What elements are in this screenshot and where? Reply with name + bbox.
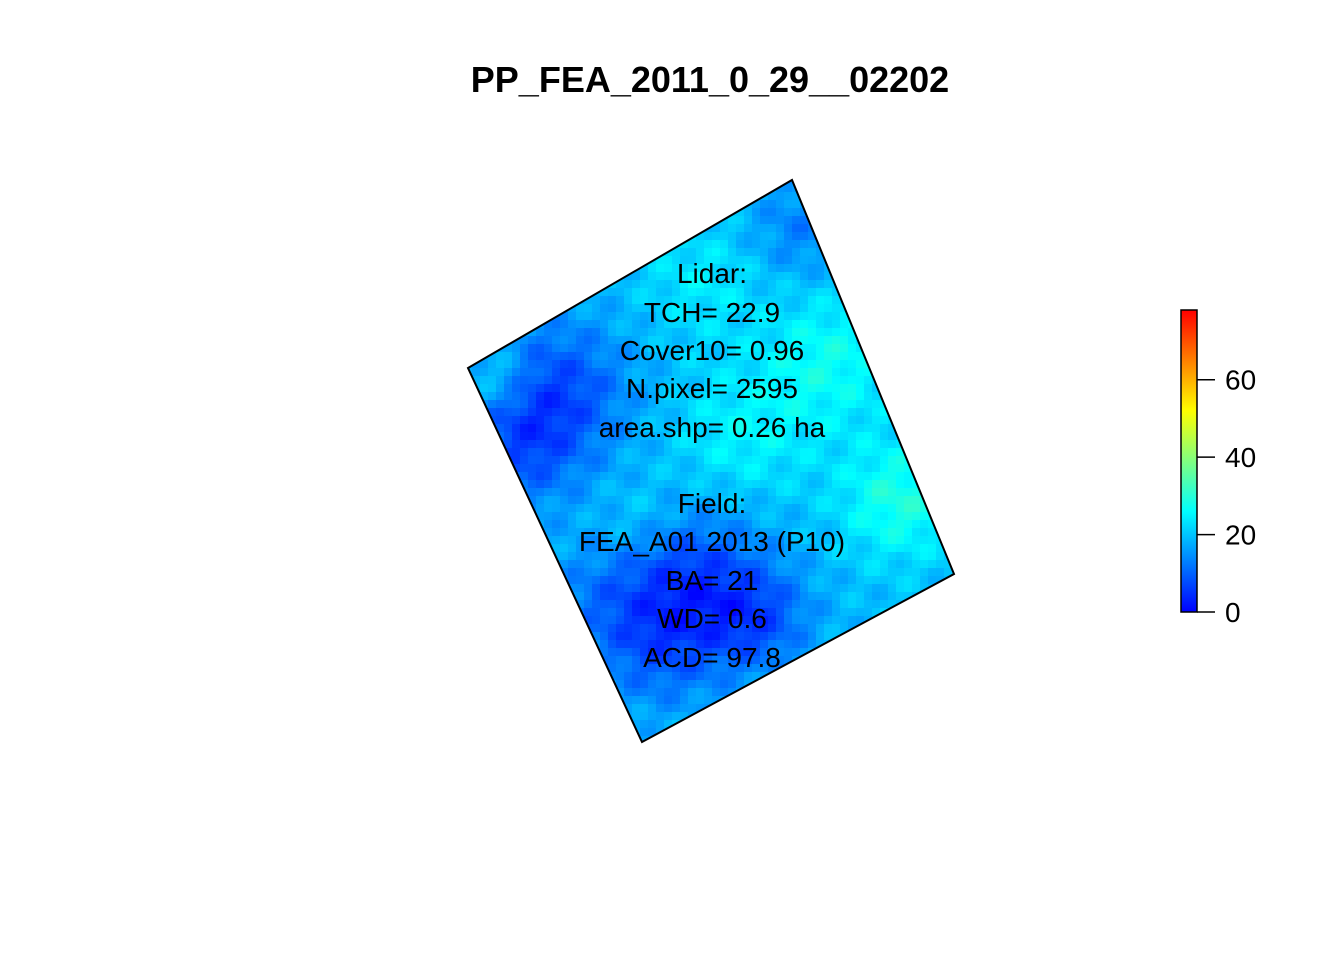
lidar-annotation: Lidar: TCH= 22.9 Cover10= 0.96 N.pixel= … [599,258,826,443]
colorbar-tick-label: 0 [1225,597,1241,628]
field-line-1: Field: [678,488,746,519]
field-line-4: WD= 0.6 [657,603,767,634]
lidar-line-2: TCH= 22.9 [644,297,780,328]
colorbar-tick-label: 40 [1225,442,1256,473]
field-line-5: ACD= 97.8 [643,642,781,673]
field-line-2: FEA_A01 2013 (P10) [579,526,845,557]
colorbar-ticks: 0 20 40 60 [1197,365,1256,628]
lidar-line-3: Cover10= 0.96 [620,335,804,366]
lidar-line-4: N.pixel= 2595 [626,373,798,404]
lidar-line-1: Lidar: [677,258,747,289]
colorbar-tick-label: 20 [1225,520,1256,551]
lidar-line-5: area.shp= 0.26 ha [599,412,826,443]
field-line-3: BA= 21 [666,565,759,596]
chart-title: PP_FEA_2011_0_29__02202 [471,59,949,100]
colorbar-tick-label: 60 [1225,365,1256,396]
plot-boundary [466,178,956,744]
colorbar-gradient [1180,309,1198,613]
colorbar: 0 20 40 60 [1180,309,1256,628]
field-annotation: Field: FEA_A01 2013 (P10) BA= 21 WD= 0.6… [579,488,845,673]
